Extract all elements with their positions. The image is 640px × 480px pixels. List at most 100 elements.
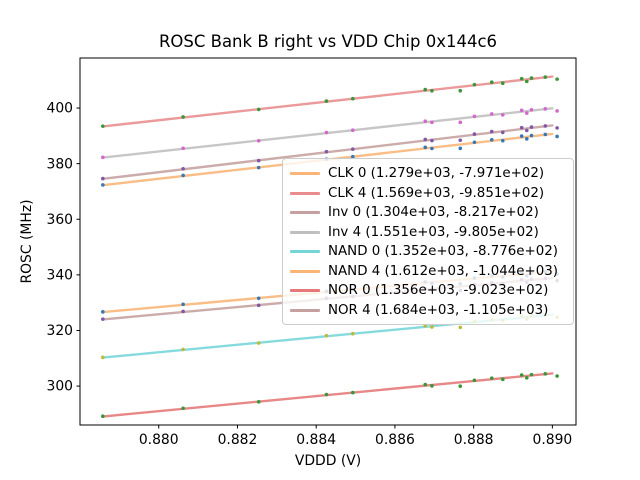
- legend-line-swatch: [290, 172, 320, 176]
- data-point-nor-0: [256, 400, 261, 404]
- y-tick-label: 400: [46, 101, 73, 117]
- legend-entry: Inv 4 (1.551e+03, -9.805e+02): [290, 223, 565, 243]
- data-point-inv-4: [423, 119, 428, 123]
- data-point-clk-0: [101, 310, 105, 314]
- data-point-inv-4: [324, 130, 329, 135]
- chart-title: ROSC Bank B right vs VDD Chip 0x144c6: [159, 32, 497, 51]
- x-axis-label: VDDD (V): [295, 453, 361, 469]
- data-point-nor-0: [472, 378, 477, 383]
- x-tick-label: 0.880: [139, 432, 179, 448]
- data-point-inv-4: [519, 108, 524, 113]
- data-point-nand-0: [324, 333, 329, 338]
- legend: CLK 0 (1.279e+03, -7.971e+02) CLK 4 (1.56…: [282, 158, 574, 325]
- data-point-inv-0: [101, 317, 105, 321]
- data-point-nand-4: [500, 138, 505, 143]
- data-point-nor-0: [351, 390, 355, 395]
- data-point-nand-4: [256, 165, 261, 170]
- data-point-inv-4: [181, 146, 185, 151]
- data-point-nor-0: [519, 373, 524, 377]
- data-point-nor-0: [489, 376, 494, 380]
- legend-label: NOR 0 (1.356e+03, -9.023e+02): [328, 283, 549, 299]
- data-point-inv-4: [529, 108, 534, 112]
- legend-label: NAND 4 (1.612e+03, -1.044e+03): [328, 263, 558, 279]
- data-point-clk-4: [430, 88, 434, 93]
- plot-border: [79, 57, 577, 426]
- data-point-clk-4: [543, 75, 548, 79]
- data-point-nor-4: [101, 176, 105, 181]
- data-point-nand-4: [423, 145, 428, 150]
- data-point-nand-4: [519, 134, 524, 138]
- y-axis-label: ROSC (MHz): [19, 199, 35, 283]
- x-tick-label: 0.886: [375, 432, 415, 448]
- legend-entry: NAND 0 (1.352e+03, -8.776e+02): [290, 242, 565, 262]
- data-point-clk-4: [324, 99, 329, 103]
- data-point-nand-0: [101, 355, 105, 360]
- legend-entry: NAND 4 (1.612e+03, -1.044e+03): [290, 262, 565, 282]
- data-point-nand-0: [430, 325, 434, 329]
- data-point-nor-0: [181, 406, 185, 411]
- data-point-nor-4: [555, 126, 559, 130]
- data-point-nor-4: [423, 137, 428, 142]
- data-point-nor-0: [529, 372, 534, 377]
- legend-line-swatch: [290, 289, 320, 293]
- data-point-nor-4: [472, 132, 477, 136]
- data-point-clk-4: [351, 96, 355, 101]
- data-point-clk-4: [181, 115, 185, 119]
- x-tick-label: 0.890: [532, 432, 572, 448]
- legend-label: NAND 0 (1.352e+03, -8.776e+02): [328, 244, 558, 260]
- legend-entry: NOR 0 (1.356e+03, -9.023e+02): [290, 281, 565, 301]
- data-point-nor-4: [524, 128, 529, 133]
- data-point-nor-0: [458, 384, 463, 388]
- data-point-clk-4: [519, 76, 524, 81]
- data-point-inv-4: [458, 120, 463, 125]
- data-point-clk-4: [101, 124, 105, 128]
- legend-label: Inv 4 (1.551e+03, -9.805e+02): [328, 224, 539, 240]
- y-tick-label: 300: [46, 379, 73, 395]
- legend-label: CLK 4 (1.569e+03, -9.851e+02): [328, 185, 545, 201]
- data-point-inv-4: [555, 109, 559, 113]
- data-point-nor-4: [543, 124, 548, 128]
- data-point-clk-4: [423, 87, 428, 92]
- data-point-nor-0: [101, 414, 105, 419]
- data-point-nand-0: [256, 341, 261, 345]
- data-point-inv-4: [256, 138, 261, 143]
- legend-line-swatch: [290, 191, 320, 195]
- data-point-inv-4: [351, 128, 355, 133]
- data-point-nor-0: [555, 374, 559, 378]
- legend-entry: CLK 0 (1.279e+03, -7.971e+02): [290, 164, 565, 184]
- data-point-nor-4: [529, 125, 534, 129]
- legend-line-swatch: [290, 230, 320, 234]
- data-point-nand-4: [543, 132, 548, 137]
- data-point-inv-4: [524, 111, 529, 115]
- data-point-inv-4: [543, 107, 548, 111]
- data-point-nor-4: [351, 147, 355, 151]
- data-point-nor-4: [181, 166, 185, 171]
- y-tick-label: 320: [46, 323, 73, 339]
- legend-line-swatch: [290, 250, 320, 254]
- data-point-nand-0: [181, 347, 185, 352]
- data-point-nand-4: [181, 173, 185, 178]
- data-point-nand-4: [529, 133, 534, 138]
- y-tick-label: 380: [46, 156, 73, 172]
- data-point-nor-4: [256, 158, 261, 163]
- data-point-nor-0: [430, 384, 434, 388]
- x-tick-label: 0.882: [218, 432, 258, 448]
- data-point-nand-0: [458, 325, 463, 330]
- data-point-inv-4: [472, 114, 477, 119]
- data-point-inv-0: [181, 309, 185, 314]
- data-point-nand-0: [351, 331, 355, 336]
- data-point-nand-4: [351, 154, 355, 159]
- data-point-clk-0: [256, 296, 261, 301]
- data-point-nand-4: [524, 137, 529, 141]
- data-point-clk-4: [489, 80, 494, 85]
- data-point-clk-4: [458, 88, 463, 93]
- data-point-inv-0: [256, 303, 261, 308]
- data-point-inv-4: [489, 112, 494, 116]
- axes-layer: 0.880 0.882 0.884 0.886 0.888 0.890 300 320 340 3…: [46, 57, 577, 448]
- data-point-inv-4: [101, 155, 105, 160]
- data-point-nor-4: [519, 125, 524, 130]
- data-point-nor-0: [324, 392, 329, 397]
- x-tick-label: 0.888: [454, 432, 494, 448]
- y-tick-label: 360: [46, 212, 73, 228]
- data-point-clk-4: [472, 82, 477, 87]
